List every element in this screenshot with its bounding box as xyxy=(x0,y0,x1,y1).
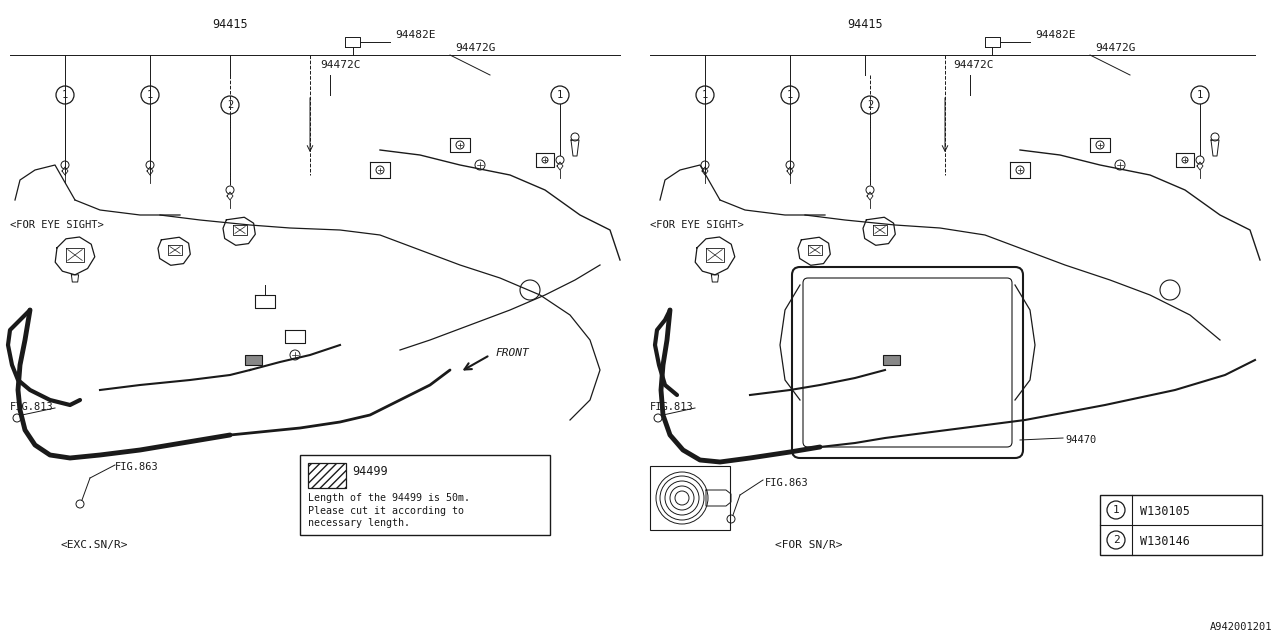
Text: 2: 2 xyxy=(867,100,873,110)
Text: 94472C: 94472C xyxy=(954,60,993,70)
Text: 94499: 94499 xyxy=(352,465,388,478)
Text: Please cut it according to: Please cut it according to xyxy=(308,506,465,516)
Bar xyxy=(1100,495,1262,555)
Text: 94470: 94470 xyxy=(1065,435,1096,445)
Text: FRONT: FRONT xyxy=(495,348,529,358)
Text: 1: 1 xyxy=(147,90,154,100)
Text: FIG.813: FIG.813 xyxy=(650,402,694,412)
Text: 94482E: 94482E xyxy=(396,30,435,40)
Text: 1: 1 xyxy=(1112,505,1120,515)
Text: 94415: 94415 xyxy=(847,18,883,31)
Text: A942001201: A942001201 xyxy=(1210,622,1272,632)
Text: 2: 2 xyxy=(227,100,233,110)
Text: FIG.863: FIG.863 xyxy=(115,462,159,472)
Text: <FOR EYE SIGHT>: <FOR EYE SIGHT> xyxy=(650,220,744,230)
Bar xyxy=(650,466,730,530)
Text: 94472G: 94472G xyxy=(454,43,495,53)
Text: 1: 1 xyxy=(787,90,794,100)
Text: <EXC.SN/R>: <EXC.SN/R> xyxy=(60,540,128,550)
Text: FIG.863: FIG.863 xyxy=(765,478,809,488)
Polygon shape xyxy=(883,355,900,365)
Bar xyxy=(308,463,346,488)
Text: Length of the 94499 is 50m.: Length of the 94499 is 50m. xyxy=(308,493,470,503)
Text: <FOR EYE SIGHT>: <FOR EYE SIGHT> xyxy=(10,220,104,230)
Text: W130146: W130146 xyxy=(1140,535,1190,548)
Text: 1: 1 xyxy=(1197,90,1203,100)
Text: <FOR SN/R>: <FOR SN/R> xyxy=(774,540,842,550)
Text: 2: 2 xyxy=(1112,535,1120,545)
Text: W130105: W130105 xyxy=(1140,505,1190,518)
Polygon shape xyxy=(244,355,262,365)
Bar xyxy=(300,455,550,535)
Text: 1: 1 xyxy=(701,90,708,100)
Text: FIG.813: FIG.813 xyxy=(10,402,54,412)
Text: necessary length.: necessary length. xyxy=(308,518,410,528)
Text: 1: 1 xyxy=(557,90,563,100)
Text: 94415: 94415 xyxy=(212,18,248,31)
Text: 94472G: 94472G xyxy=(1094,43,1135,53)
Text: 1: 1 xyxy=(61,90,68,100)
Text: 94482E: 94482E xyxy=(1036,30,1075,40)
Text: 94472C: 94472C xyxy=(320,60,361,70)
